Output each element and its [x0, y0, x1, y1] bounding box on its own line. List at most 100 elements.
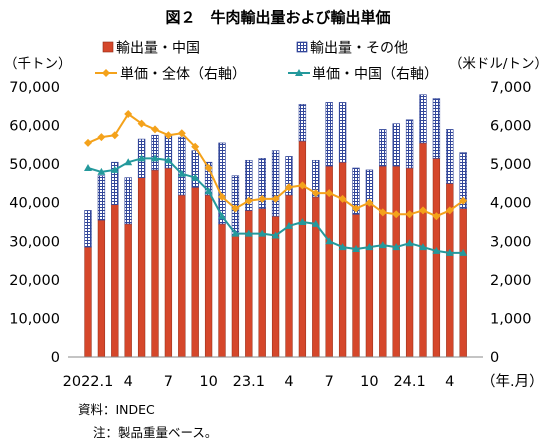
price-china-point — [231, 229, 240, 237]
price-china-point — [204, 187, 213, 195]
price-china-point — [405, 239, 414, 247]
price-all-point — [298, 181, 307, 190]
legend-marker-price-china — [295, 69, 303, 76]
other-volume-bar — [405, 119, 414, 169]
other-volume-bar — [419, 94, 427, 144]
legend-label-price-all: 単価・全体（右軸） — [120, 66, 246, 83]
china-volume-bar — [338, 161, 347, 358]
price-all-point — [325, 189, 334, 198]
footnote: 注：製品重量ベース。 — [93, 425, 217, 440]
price-china-point — [164, 156, 173, 164]
x-tick-label: 23.1 — [233, 374, 265, 390]
price-china-point — [352, 245, 360, 252]
china-volume-bar — [124, 223, 132, 358]
price-all-point — [432, 212, 441, 221]
price-china-point — [191, 173, 200, 181]
price-china-point — [258, 229, 267, 237]
x-tick-label: 7 — [164, 374, 173, 390]
y-right-tick-label: 3,000 — [490, 234, 532, 250]
china-volume-bar — [191, 187, 199, 358]
other-volume-bar — [392, 123, 400, 167]
source-note: 資料：INDEC — [78, 402, 155, 417]
price-china-point — [285, 221, 293, 229]
price-china-point — [124, 158, 133, 166]
price-all-point — [164, 131, 173, 140]
other-volume-bar — [325, 102, 333, 167]
china-volume-bar — [164, 167, 173, 358]
price-china-point — [137, 154, 146, 162]
x-tick-label: 7 — [325, 374, 334, 390]
china-volume-bar — [137, 177, 146, 358]
price-all-point — [459, 196, 468, 205]
x-tick-label: 2022.1 — [63, 374, 114, 390]
price-all-point — [365, 198, 374, 207]
y-left-tick-label: 40,000 — [9, 196, 60, 212]
other-volume-bar — [459, 152, 467, 209]
china-volume-bar — [405, 167, 414, 358]
y-right-tick-label: 5,000 — [490, 157, 532, 173]
other-volume-bar — [245, 159, 253, 211]
china-volume-bar — [392, 165, 400, 358]
y-left-tick-label: 0 — [51, 350, 60, 366]
price-all-point — [124, 110, 133, 118]
legend-item-other-volume: 輸出量・その他 — [296, 41, 408, 57]
x-tick-label: 10 — [360, 374, 378, 390]
price-china-point — [445, 248, 454, 256]
price-china-point — [177, 169, 186, 177]
china-volume-bar — [218, 223, 226, 358]
legend-label-other-volume: 輸出量・その他 — [310, 41, 408, 57]
price-china-point — [244, 229, 253, 237]
price-all-point — [218, 192, 226, 201]
bar-series-group — [84, 94, 467, 358]
x-tick-label: 4 — [284, 374, 293, 390]
china-volume-bar — [84, 246, 92, 358]
other-volume-bar — [97, 175, 106, 221]
line-series-group — [84, 110, 468, 256]
legend: 輸出量・中国 輸出量・その他 単価・全体（右軸） 単価・中国（右軸） — [95, 41, 438, 83]
price-china-point — [84, 164, 92, 171]
china-volume-bar — [97, 219, 106, 358]
other-volume-bar — [271, 150, 280, 217]
y-right-tick-label: 0 — [490, 350, 499, 366]
other-volume-bar — [258, 158, 266, 209]
price-all-point — [97, 133, 106, 142]
china-volume-bar — [178, 194, 186, 358]
other-volume-bar — [446, 129, 454, 184]
y-right-tick-label: 6,000 — [490, 119, 532, 135]
price-china-point — [419, 243, 427, 251]
y-right-tick-label: 2,000 — [490, 273, 532, 289]
price-all-point — [177, 129, 186, 138]
y-left-tick-label: 50,000 — [9, 157, 60, 173]
price-china-point — [365, 243, 374, 251]
other-volume-bar — [191, 150, 199, 188]
price-all-point — [137, 119, 146, 128]
price-all-point — [151, 125, 159, 134]
y-left-tick-label: 60,000 — [9, 119, 60, 135]
other-volume-bar — [84, 210, 92, 248]
price-all-point — [419, 206, 427, 215]
price-china-point — [459, 248, 468, 256]
x-tick-label: 4 — [124, 374, 133, 390]
china-volume-bar — [298, 140, 307, 358]
price-china-point — [151, 154, 159, 162]
price-all-point — [285, 183, 293, 192]
price-china-point — [271, 231, 280, 239]
other-volume-bar — [178, 136, 186, 196]
y-right-tick-label: 7,000 — [490, 80, 532, 96]
other-volume-bar — [111, 161, 119, 205]
legend-item-china-volume: 輸出量・中国 — [102, 41, 200, 57]
y-left-tick-label: 20,000 — [9, 273, 60, 289]
price-china-point — [325, 237, 334, 245]
price-china-point — [311, 219, 320, 227]
y-left-tick-label: 70,000 — [9, 80, 60, 96]
price-all-point — [84, 138, 92, 147]
legend-swatch-china-volume — [102, 41, 114, 53]
price-all-point — [378, 208, 387, 217]
china-volume-bar — [285, 194, 293, 358]
legend-label-china-volume: 輸出量・中国 — [116, 41, 200, 57]
x-axis-label: （年.月） — [481, 373, 544, 390]
other-volume-bar — [285, 156, 293, 196]
china-volume-bar — [379, 165, 387, 358]
china-volume-bar — [365, 204, 374, 358]
